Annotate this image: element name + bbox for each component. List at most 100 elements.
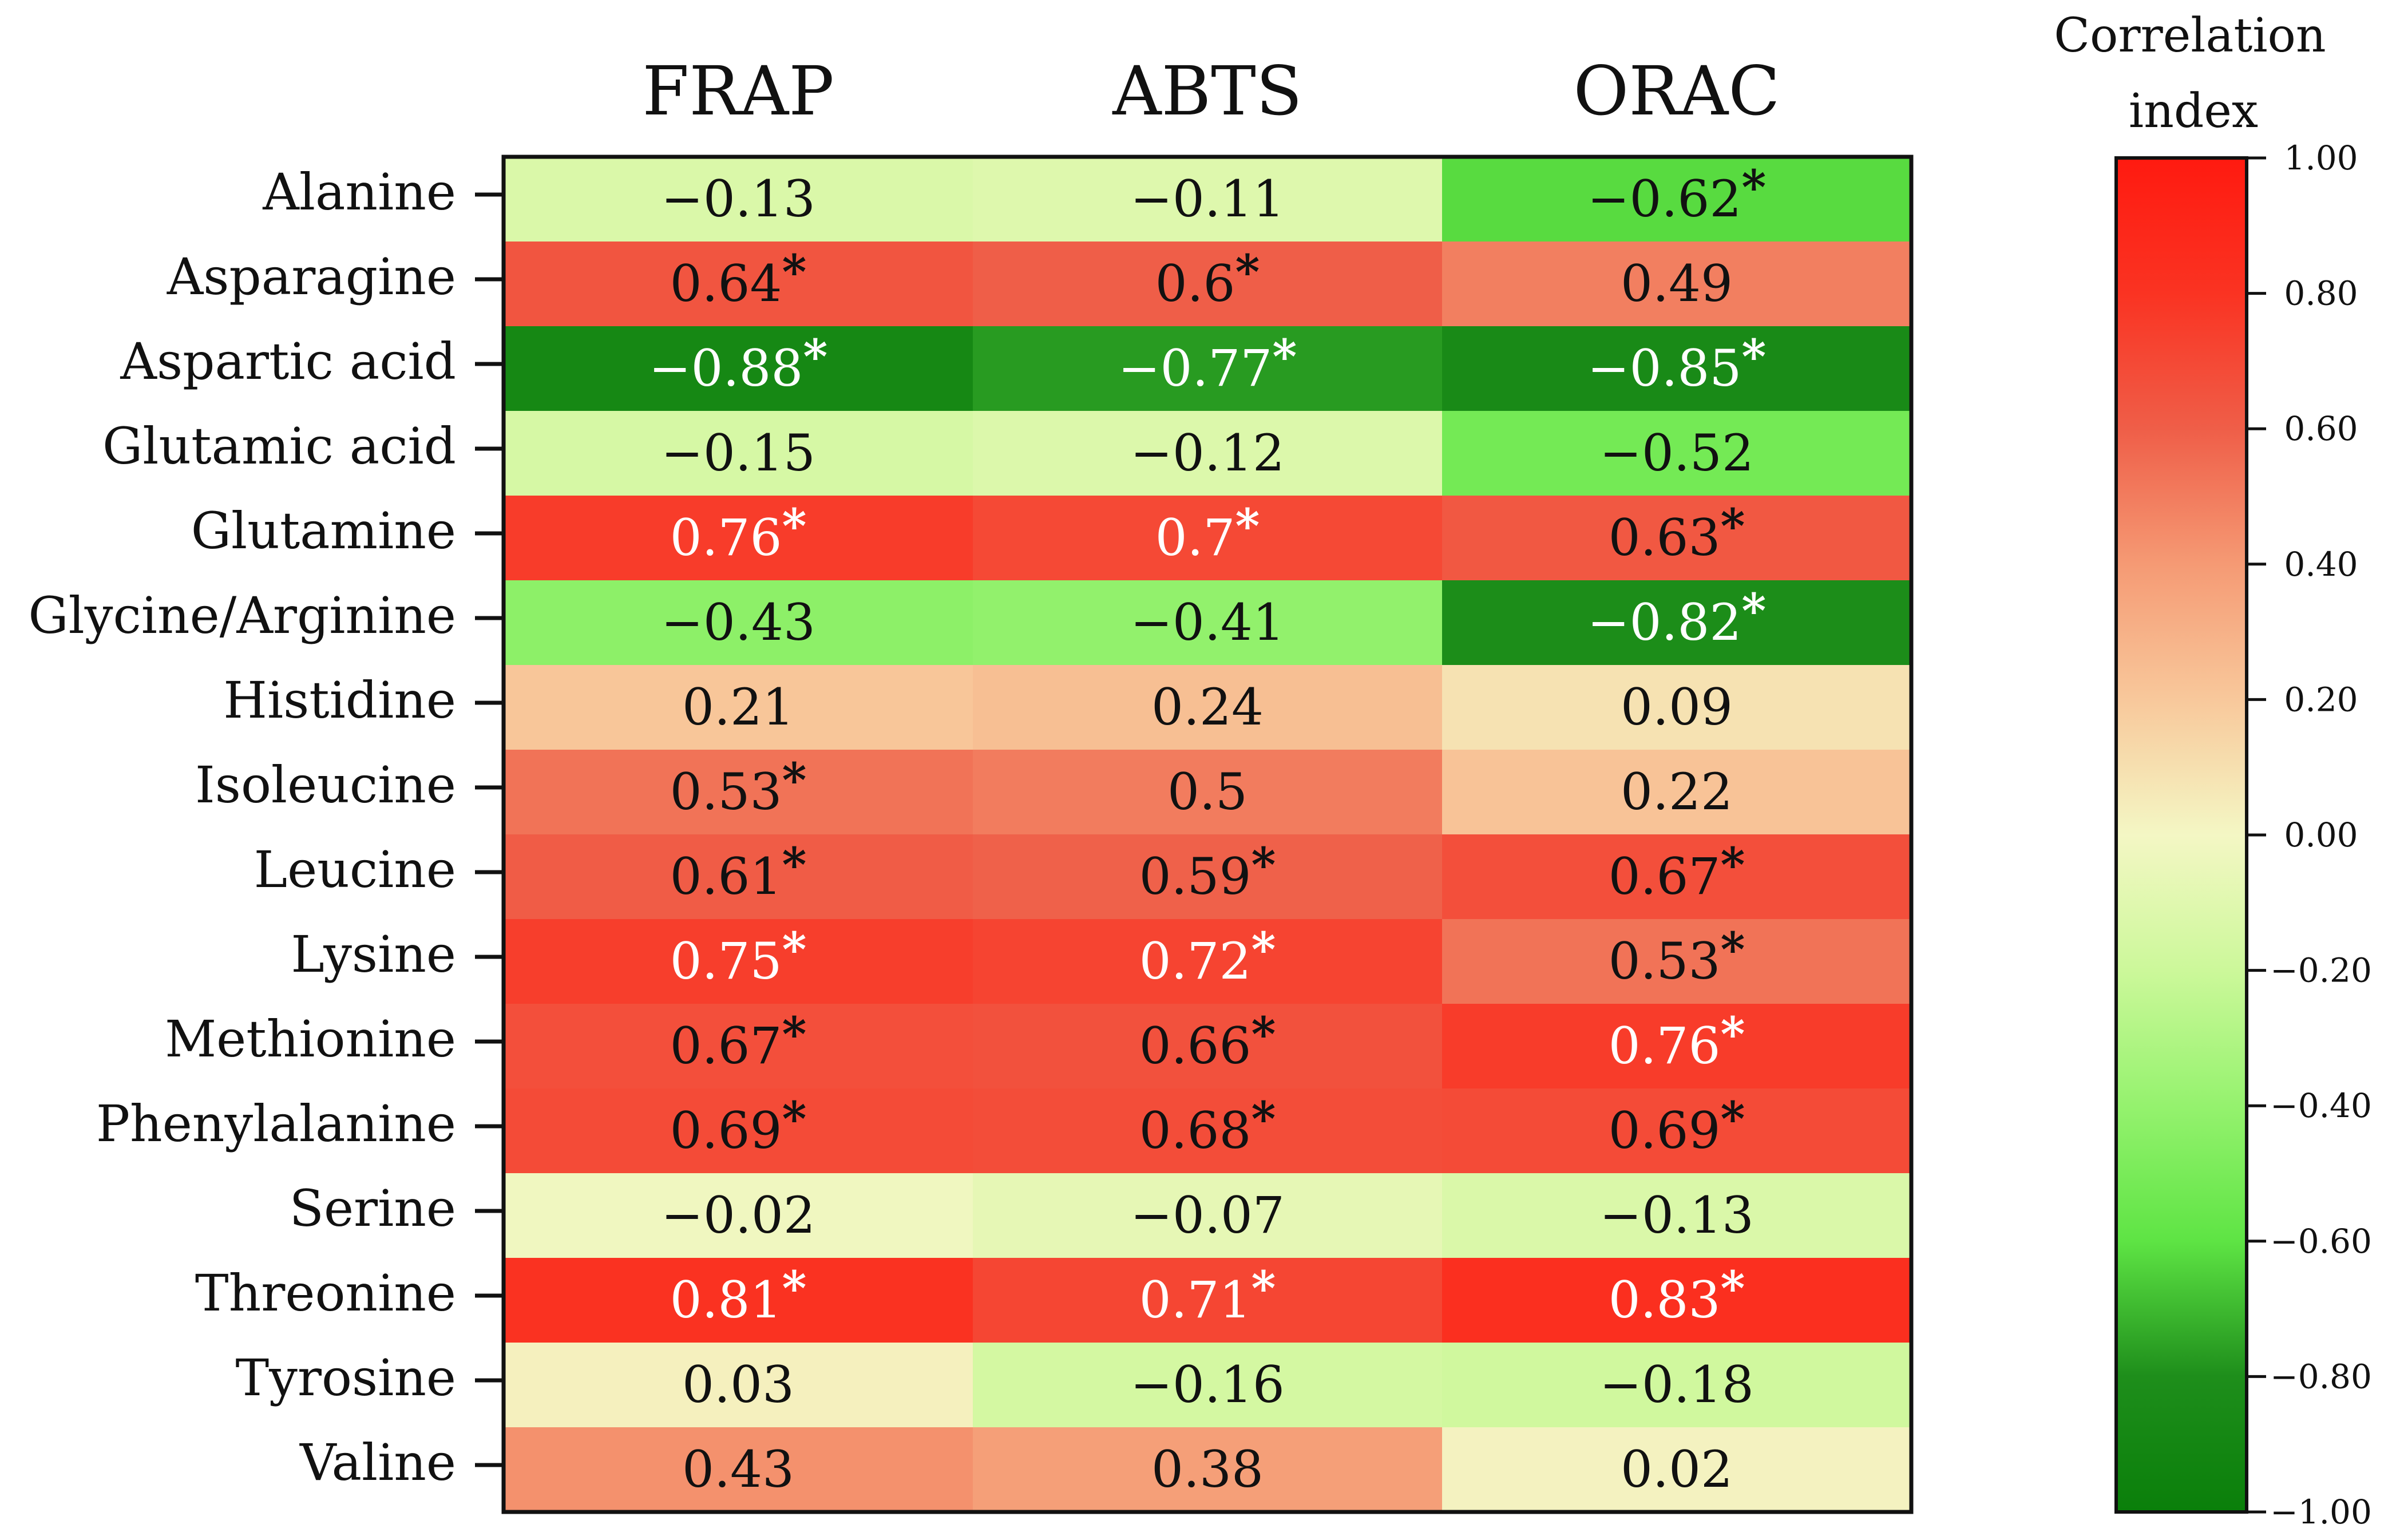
cell-isoleucine-frap	[504, 750, 973, 835]
significance-marker: *	[1721, 499, 1745, 554]
cell-label-aspartic-acid-frap: −0.88*	[649, 330, 828, 398]
colorbar-tick-label-1: 0.80	[2284, 274, 2358, 313]
cell-histidine-orac	[1442, 665, 1912, 750]
cell-threonine-abts	[973, 1258, 1443, 1343]
cell-methionine-frap	[504, 1004, 973, 1089]
row-label-methionine: Methionine	[165, 1009, 456, 1068]
cell-label-glutamic-acid-frap: −0.15	[661, 423, 815, 482]
cell-label-tyrosine-abts: −0.16	[1130, 1355, 1285, 1414]
colorbar-ticks: 1.00 0.80 0.60 0.40 0.20 0.00 −0.20 −0.40 −0.60 −…	[2247, 138, 2372, 1531]
cell-histidine-frap	[504, 665, 973, 750]
cell-aspartic-acid-orac	[1442, 326, 1912, 411]
cell-glutamine-frap	[504, 496, 973, 581]
cell-valine-frap	[504, 1427, 973, 1513]
cell-label-alanine-abts: −0.11	[1130, 169, 1285, 228]
cell-tyrosine-orac	[1442, 1343, 1912, 1428]
cell-label-histidine-orac: 0.09	[1621, 678, 1733, 737]
cell-aspartic-acid-frap	[504, 326, 973, 411]
significance-marker: *	[1721, 1261, 1745, 1316]
significance-marker: *	[1235, 245, 1260, 300]
cell-tyrosine-frap	[504, 1343, 973, 1428]
cell-glycine-arginine-frap	[504, 580, 973, 666]
significance-marker: *	[1741, 330, 1766, 385]
cell-glutamine-orac	[1442, 496, 1912, 581]
cell-label-glutamic-acid-orac: −0.52	[1599, 423, 1754, 482]
row-labels: Alanine Asparagine Aspartic acid Glutamic a…	[28, 163, 504, 1492]
cell-leucine-orac	[1442, 834, 1912, 920]
colorbar-tick-label-2: 0.60	[2284, 409, 2358, 448]
significance-marker: *	[1252, 838, 1276, 893]
significance-marker: *	[782, 1007, 807, 1062]
row-label-tyrosine: Tyrosine	[235, 1348, 456, 1407]
column-headers: FRAP ABTS ORAC	[642, 52, 1780, 130]
significance-marker: *	[1721, 1092, 1745, 1147]
colorbar-tick-label-6: −0.20	[2270, 951, 2372, 990]
row-label-leucine: Leucine	[254, 840, 456, 899]
cell-label-aspartic-acid-abts: −0.77*	[1118, 330, 1297, 398]
row-label-histidine: Histidine	[223, 671, 456, 730]
cell-asparagine-frap	[504, 242, 973, 327]
significance-marker: *	[803, 330, 827, 385]
cell-methionine-abts	[973, 1004, 1443, 1089]
significance-marker: *	[1741, 584, 1766, 639]
row-label-glycine-arginine: Glycine/Arginine	[28, 586, 456, 645]
cell-label-isoleucine-abts: 0.5	[1167, 762, 1248, 821]
column-header-frap: FRAP	[642, 52, 834, 130]
row-label-glutamic-acid: Glutamic acid	[102, 417, 456, 476]
colorbar-title-line-1: Correlation	[2054, 9, 2326, 63]
cell-serine-frap	[504, 1173, 973, 1258]
significance-marker: *	[782, 499, 807, 554]
row-label-lysine: Lysine	[291, 925, 456, 984]
cell-leucine-frap	[504, 834, 973, 920]
cell-label-asparagine-orac: 0.49	[1621, 254, 1733, 313]
cell-label-serine-abts: −0.07	[1130, 1186, 1285, 1245]
significance-marker: *	[1721, 1007, 1745, 1062]
colorbar-tick-label-7: −0.40	[2270, 1086, 2372, 1125]
row-label-isoleucine: Isoleucine	[195, 755, 456, 814]
cell-threonine-frap	[504, 1258, 973, 1343]
cell-label-glutamic-acid-abts: −0.12	[1130, 423, 1285, 482]
colorbar-tick-label-8: −0.60	[2270, 1222, 2372, 1261]
plot-frame	[501, 155, 1914, 1514]
cell-label-methionine-abts: 0.66*	[1139, 1007, 1276, 1075]
significance-marker: *	[1252, 1007, 1276, 1062]
cell-leucine-abts	[973, 834, 1443, 920]
cell-label-glycine-arginine-orac: −0.82*	[1587, 584, 1767, 652]
row-label-glutamine: Glutamine	[191, 501, 456, 560]
column-header-abts: ABTS	[1112, 52, 1302, 130]
row-label-alanine: Alanine	[262, 163, 456, 221]
significance-marker: *	[782, 1092, 807, 1147]
cell-phenylalanine-frap	[504, 1088, 973, 1174]
cell-phenylalanine-abts	[973, 1088, 1443, 1174]
cell-glycine-arginine-abts	[973, 580, 1443, 666]
significance-marker: *	[1252, 1261, 1276, 1316]
cell-aspartic-acid-abts	[973, 326, 1443, 411]
significance-marker: *	[782, 1261, 807, 1316]
cell-alanine-frap	[504, 157, 973, 242]
cell-label-valine-frap: 0.43	[682, 1440, 794, 1499]
cell-serine-orac	[1442, 1173, 1912, 1258]
cell-label-alanine-frap: −0.13	[661, 169, 815, 228]
cell-methionine-orac	[1442, 1004, 1912, 1089]
significance-marker: *	[1721, 838, 1745, 893]
cell-threonine-orac	[1442, 1258, 1912, 1343]
cell-isoleucine-orac	[1442, 750, 1912, 835]
row-label-aspartic-acid: Aspartic acid	[120, 332, 456, 391]
heatmap-cell-labels: −0.13 −0.11 −0.62*0.64* 0.6* 0.49−0.88* −0.77…	[649, 160, 1767, 1499]
cell-glutamic-acid-frap	[504, 411, 973, 496]
colorbar-tick-label-0: 1.00	[2284, 138, 2358, 177]
cell-phenylalanine-orac	[1442, 1088, 1912, 1174]
cell-valine-orac	[1442, 1427, 1912, 1513]
cell-glutamic-acid-abts	[973, 411, 1443, 496]
colorbar-tick-label-4: 0.20	[2284, 680, 2358, 719]
cell-valine-abts	[973, 1427, 1443, 1513]
significance-marker: *	[1252, 923, 1276, 977]
cell-label-histidine-abts: 0.24	[1151, 678, 1264, 737]
significance-marker: *	[782, 923, 807, 977]
cell-histidine-abts	[973, 665, 1443, 750]
cell-asparagine-orac	[1442, 242, 1912, 327]
significance-marker: *	[782, 753, 807, 808]
row-label-valine: Valine	[299, 1433, 456, 1492]
cell-label-isoleucine-frap: 0.53*	[670, 753, 807, 821]
